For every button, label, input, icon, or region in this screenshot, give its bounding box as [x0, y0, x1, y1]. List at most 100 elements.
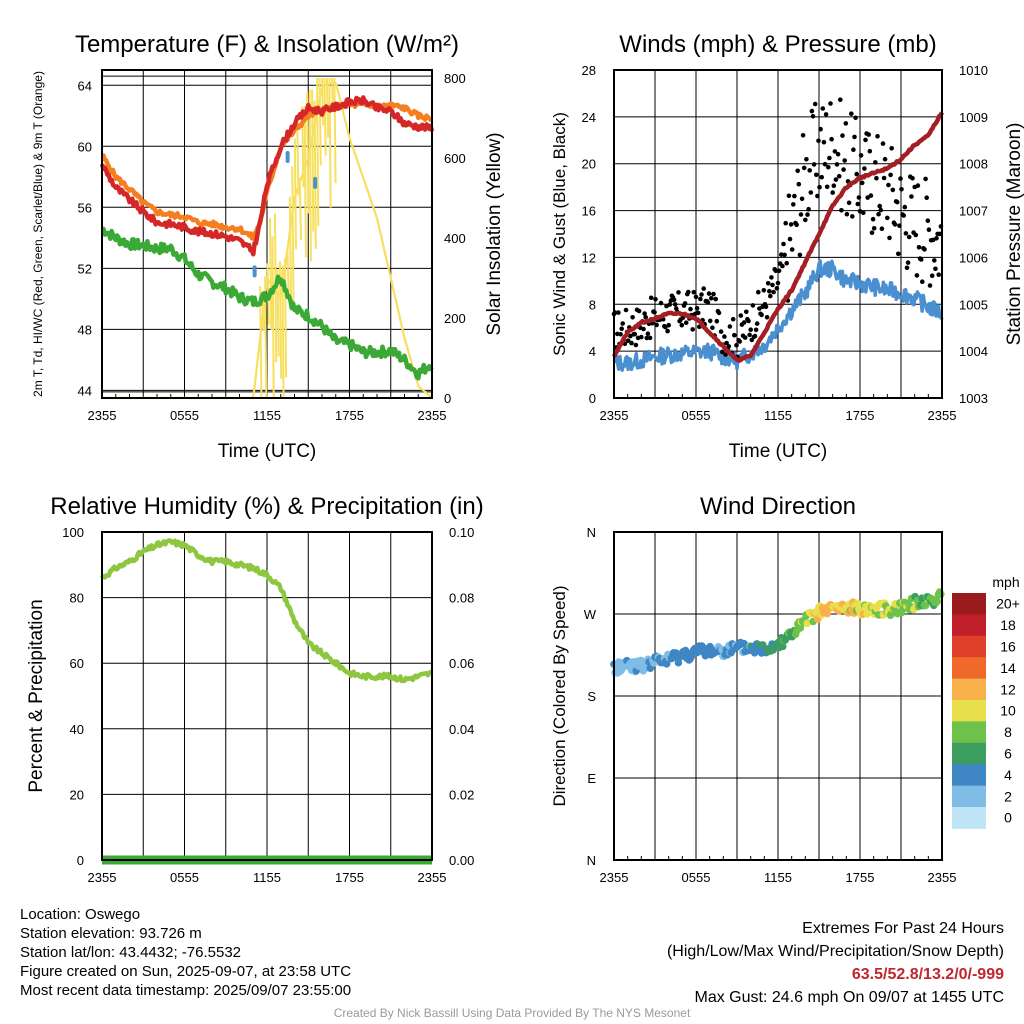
y-tick-label: 52 [78, 261, 92, 276]
gust-point [831, 183, 837, 188]
y-axis-label: Percent & Precipitation [26, 599, 47, 792]
temperature-2m-line [99, 95, 435, 257]
gust-point [756, 289, 761, 295]
max-gust: Max Gust: 24.6 mph On 09/07 at 1455 UTC [694, 989, 1005, 1006]
x-tick-label: 0555 [682, 870, 711, 885]
y-axis-label: Direction (Colored By Speed) [550, 585, 569, 806]
gust-point [746, 318, 751, 324]
gust-point [881, 175, 887, 181]
x-tick-label: 2355 [418, 870, 447, 885]
y-tick-label: N [587, 853, 596, 868]
y-axis-label: 2m T, Td, HI/WC (Red, Green, Scarlet/Blu… [31, 71, 45, 397]
gust-point [658, 300, 664, 306]
gust-point [933, 266, 938, 272]
y-axis-label: Sonic Wind & Gust (Blue, Black) [550, 112, 569, 356]
colorbar-swatch [952, 742, 986, 765]
x-tick-label: 1755 [846, 870, 875, 885]
gust-point [765, 281, 771, 286]
gust-point [841, 167, 846, 172]
gust-point [780, 263, 785, 269]
y2-tick-label: 1004 [959, 344, 988, 359]
gust-point [724, 340, 729, 346]
x-axis-label: Time (UTC) [729, 441, 828, 462]
x-tick-label: 1755 [846, 408, 875, 423]
gust-point [936, 272, 941, 278]
y-tick-label: 44 [78, 383, 92, 398]
wind-direction-point [796, 624, 805, 632]
gust-point [853, 115, 858, 121]
gust-point [861, 210, 866, 216]
gust-point [916, 245, 922, 250]
y-tick-label: 0 [589, 391, 596, 406]
y-tick-label: 12 [582, 250, 596, 265]
gust-point [855, 201, 861, 207]
gust-point [648, 295, 654, 301]
gust-point [732, 332, 737, 338]
gust-point [781, 241, 786, 247]
y2-tick-label: 1008 [959, 157, 988, 172]
gust-point [859, 180, 865, 186]
gust-point [782, 252, 787, 258]
gust-point [789, 247, 795, 252]
gust-point [892, 222, 898, 227]
y-tick-label: 60 [78, 139, 92, 154]
gust-point [633, 342, 639, 348]
y2-axis-label: Solar Insolation (Yellow) [484, 132, 505, 335]
gust-point [882, 156, 888, 162]
gust-point [875, 134, 880, 139]
gust-point [727, 324, 733, 329]
gust-point [632, 331, 638, 337]
gust-point [858, 153, 864, 158]
gust-point [867, 148, 873, 154]
gust-point [682, 301, 688, 306]
y2-tick-label: 200 [444, 311, 466, 326]
gust-point [768, 293, 773, 299]
gust-point [842, 158, 847, 163]
gust-point [862, 166, 867, 171]
gust-point [618, 332, 623, 337]
gust-point [799, 196, 805, 202]
gust-point [852, 134, 857, 140]
gust-point [929, 273, 935, 279]
wind-direction-point [933, 597, 942, 605]
gust-point [763, 304, 769, 310]
gust-point [812, 101, 818, 107]
gust-point [714, 318, 720, 324]
gust-point [653, 296, 658, 302]
colorbar-label: 16 [1000, 639, 1016, 655]
plot-border [101, 69, 433, 399]
plot-border [613, 531, 943, 861]
y2-tick-label: 0.08 [449, 591, 474, 606]
y-tick-label: 8 [589, 297, 596, 312]
gust-point [767, 288, 772, 294]
gust-point [666, 322, 671, 328]
gust-point [616, 310, 621, 315]
gust-point [788, 222, 794, 227]
gust-point [839, 208, 844, 213]
colorbar-label: 14 [1000, 660, 1016, 676]
y-tick-label: 4 [589, 344, 596, 359]
y-tick-label: 24 [582, 110, 596, 125]
gust-point [880, 141, 886, 146]
colorbar-label: 4 [1004, 767, 1012, 783]
y2-tick-label: 0.06 [449, 656, 474, 671]
sonic-wind-line [612, 259, 944, 372]
x-tick-label: 0555 [170, 870, 199, 885]
y-tick-label: E [587, 771, 596, 786]
y2-tick-label: 1005 [959, 297, 988, 312]
gust-point [871, 226, 877, 231]
y2-tick-label: 0 [444, 391, 451, 406]
y2-tick-label: 1003 [959, 391, 988, 406]
x-tick-label: 1755 [335, 408, 364, 423]
colorbar-label: 20+ [996, 596, 1020, 612]
chart-title: Wind Direction [700, 493, 856, 520]
gust-point [775, 280, 781, 286]
y2-tick-label: 400 [444, 231, 466, 246]
gust-point [840, 133, 845, 138]
gust-point [818, 126, 823, 132]
chart-panel-1: 2355 0555 1155 1755 2355 44 48 52 56 60 64 0 200 400 6… [31, 69, 505, 462]
gust-point [691, 289, 697, 295]
gust-point [826, 164, 831, 170]
gust-point [863, 137, 868, 143]
gust-point [910, 176, 915, 181]
